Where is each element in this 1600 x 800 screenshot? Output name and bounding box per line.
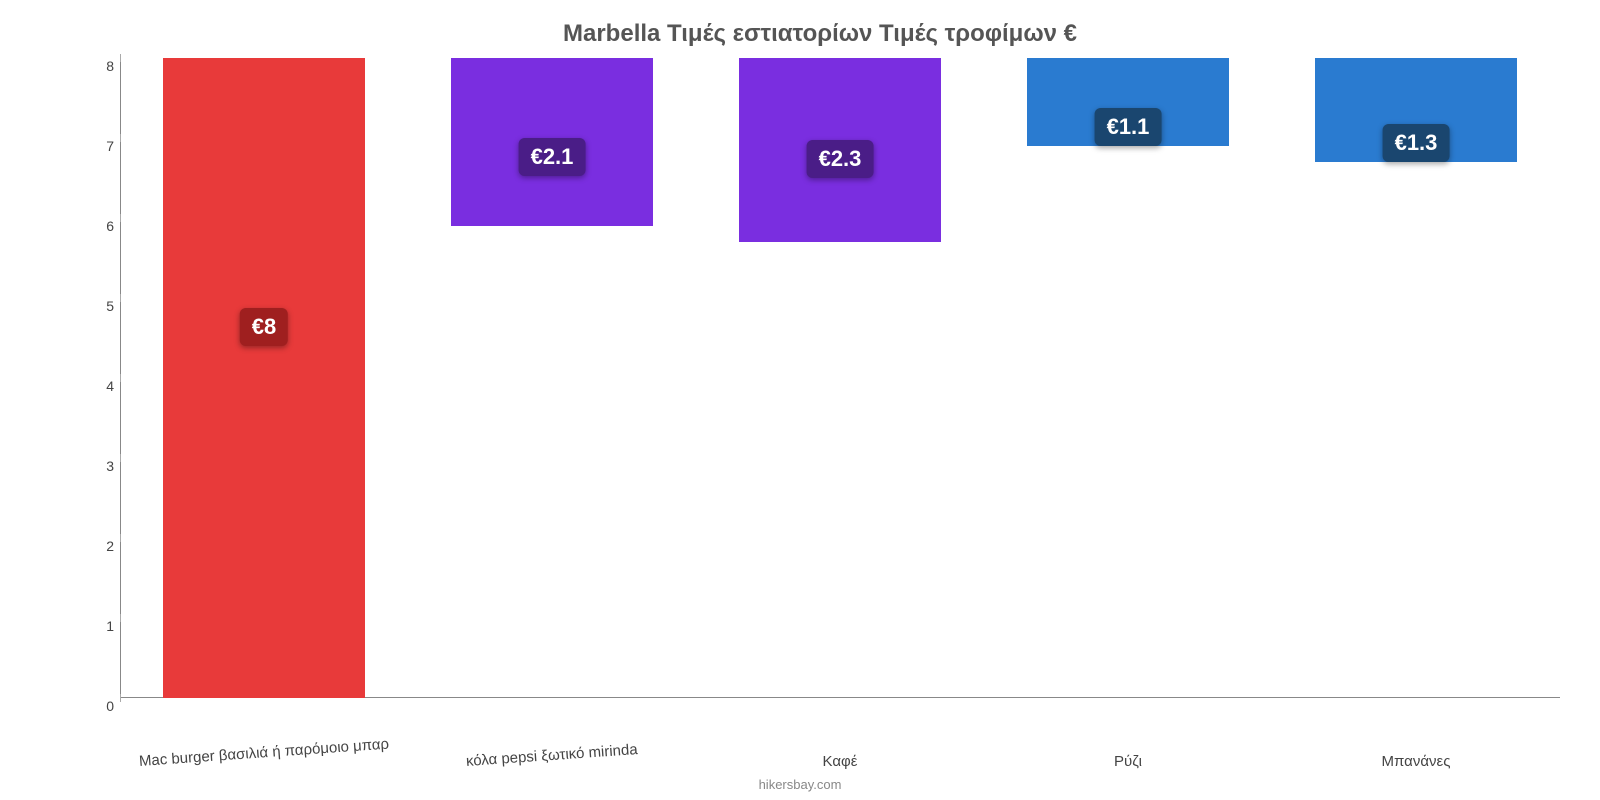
bar: €1.1 [1027, 58, 1229, 146]
x-axis-label: Καφέ [696, 753, 984, 770]
plot-area: 012345678 €8€2.1€2.3€1.1€1.3 [80, 58, 1560, 698]
y-axis: 012345678 [80, 58, 120, 698]
bar-value-label: €8 [240, 308, 288, 346]
y-tick-label: 8 [106, 58, 114, 74]
y-tick-label: 3 [106, 458, 114, 474]
y-tick-label: 7 [106, 138, 114, 154]
bar: €1.3 [1315, 58, 1517, 162]
x-axis-label: Mac burger βασιλιά ή παρόμοιο μπαρ [120, 753, 408, 770]
bar: €2.3 [739, 58, 941, 242]
attribution-text: hikersbay.com [759, 777, 842, 792]
bar-slot: €1.3 [1272, 58, 1560, 698]
y-tick-label: 5 [106, 298, 114, 314]
y-tick-label: 2 [106, 538, 114, 554]
bar: €8 [163, 58, 365, 698]
x-axis-label: Ρύζι [984, 753, 1272, 770]
y-tick-label: 4 [106, 378, 114, 394]
bar-value-label: €2.1 [519, 138, 586, 176]
price-chart: Marbella Τιμές εστιατορίων Τιμές τροφίμω… [0, 0, 1600, 800]
y-tick-label: 1 [106, 618, 114, 634]
bar-value-label: €1.1 [1095, 108, 1162, 146]
x-axis-label: κόλα pepsi ξωτικό mirinda [408, 753, 696, 770]
bars-container: €8 €2.1 €2.3 €1.1 €1.3 [120, 58, 1560, 698]
x-axis-label: Μπανάνες [1272, 753, 1560, 770]
bar-slot: €8 [120, 58, 408, 698]
bar-value-label: €1.3 [1383, 124, 1450, 162]
bar-slot: €1.1 [984, 58, 1272, 698]
y-tick-label: 6 [106, 218, 114, 234]
bar-slot: €2.1 [408, 58, 696, 698]
bar-value-label: €2.3 [807, 140, 874, 178]
bar: €2.1 [451, 58, 653, 226]
bar-slot: €2.3 [696, 58, 984, 698]
y-tick-label: 0 [106, 698, 114, 714]
chart-title: Marbella Τιμές εστιατορίων Τιμές τροφίμω… [80, 20, 1560, 48]
x-axis-labels: Mac burger βασιλιά ή παρόμοιο μπαρκόλα p… [120, 753, 1560, 770]
